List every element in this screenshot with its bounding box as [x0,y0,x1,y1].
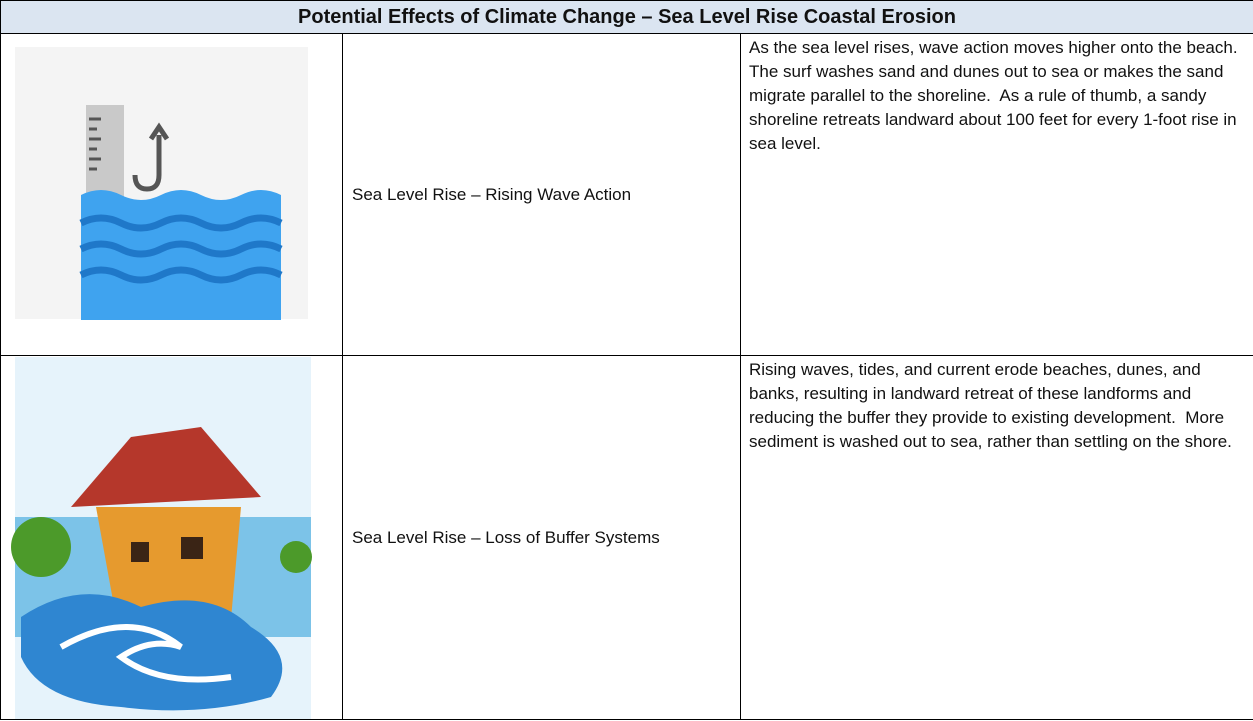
row: Sea Level Rise – Rising Wave Action As t… [0,33,1253,356]
row-label: Sea Level Rise – Loss of Buffer Systems [342,355,741,720]
header-row: Potential Effects of Climate Change – Se… [0,0,1253,34]
image-cell [0,355,343,720]
house-illustration [11,356,312,719]
row: Sea Level Rise – Loss of Buffer Systems … [0,355,1253,720]
row-description: As the sea level rises, wave action move… [740,33,1253,356]
wave-icon [15,46,308,320]
image-cell [0,33,343,356]
table-title: Potential Effects of Climate Change – Se… [0,0,1253,34]
row-label: Sea Level Rise – Rising Wave Action [342,33,741,356]
row-description: Rising waves, tides, and current erode b… [740,355,1253,720]
